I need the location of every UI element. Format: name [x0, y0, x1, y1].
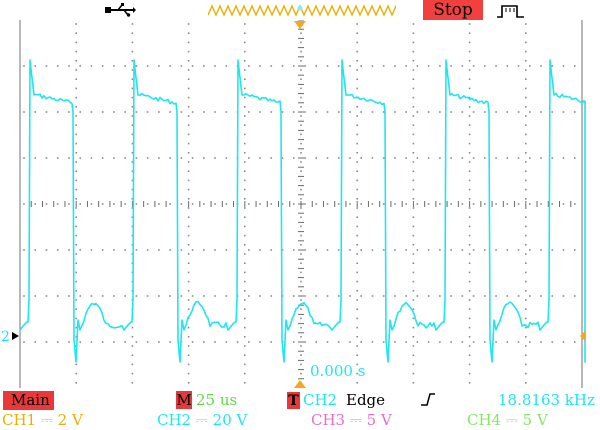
graticule-grid — [19, 20, 576, 388]
t-marker: T — [287, 392, 300, 409]
trigger-position-marker[interactable] — [294, 21, 306, 29]
ch3-name: CH3 — [311, 411, 346, 429]
waveform-display[interactable]: 2 0.000 s — [0, 20, 600, 388]
timebase-value[interactable]: 25 us — [196, 391, 238, 409]
m-marker: M — [176, 391, 192, 409]
ch3-scale: 5 V — [366, 411, 392, 429]
top-bar: Stop — [0, 0, 600, 22]
ch2-ground-marker[interactable] — [12, 332, 19, 340]
trigger-source[interactable]: CH2 — [303, 391, 338, 409]
trigger-position-marker-bottom — [294, 380, 306, 388]
rising-pulse-icon — [497, 5, 524, 18]
frequency-readout: 18.8163 kHz — [498, 391, 595, 409]
ch1-readout[interactable]: CH1 ⎓ 2 V — [2, 411, 83, 429]
ch4-scale: 5 V — [522, 411, 548, 429]
dc-coupling-icon: ⎓ — [505, 411, 518, 429]
ch2-readout[interactable]: CH2 ⎓ 20 V — [157, 411, 247, 429]
dc-coupling-icon: ⎓ — [195, 411, 208, 429]
ch2-name: CH2 — [157, 411, 192, 429]
ch3-readout[interactable]: CH3 ⎓ 5 V — [311, 411, 392, 429]
ch4-name: CH4 — [467, 411, 502, 429]
trigger-position-strip[interactable] — [208, 3, 396, 19]
time-readout: 0.000 s — [310, 362, 365, 380]
status-bar: Main M 25 us T CH2 Edge 18.8163 kHz CH1 … — [0, 389, 600, 430]
ch2-marker-label: 2 — [1, 329, 10, 345]
ch1-name: CH1 — [2, 411, 37, 429]
ch4-readout[interactable]: CH4 ⎓ 5 V — [467, 411, 548, 429]
usb-icon — [105, 3, 136, 17]
ch2-waveform-trace — [19, 59, 586, 363]
dc-coupling-icon: ⎓ — [349, 411, 362, 429]
trigger-mode[interactable]: Edge — [346, 391, 386, 409]
trigger-level-marker[interactable] — [580, 330, 586, 342]
dc-coupling-icon: ⎓ — [40, 411, 53, 429]
ch1-scale: 2 V — [57, 411, 83, 429]
run-stop-status[interactable]: Stop — [423, 0, 483, 21]
rising-edge-icon — [421, 393, 435, 406]
main-timebase-label[interactable]: Main — [3, 391, 54, 410]
ch2-scale: 20 V — [212, 411, 248, 429]
